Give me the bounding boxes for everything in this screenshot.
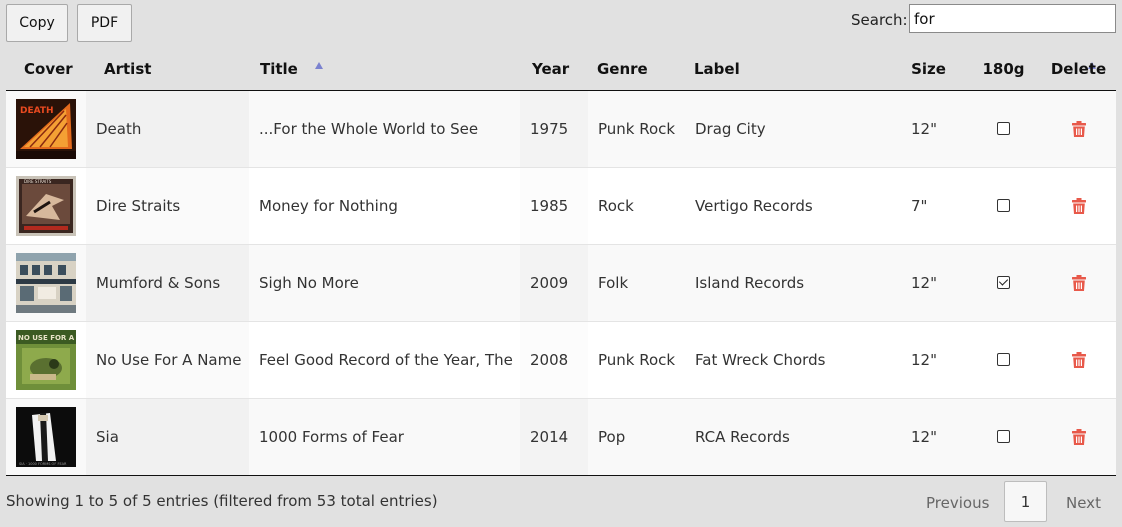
search-input[interactable]: [909, 4, 1116, 33]
genre-cell: Folk: [588, 244, 685, 322]
genre-cell: Rock: [588, 167, 685, 245]
mumford-sons-album-cover: [16, 252, 76, 313]
180g-cell: [966, 321, 1041, 399]
title-cell: 1000 Forms of Fear: [249, 398, 520, 476]
label-cell: Island Records: [685, 244, 891, 322]
genre-cell: Punk Rock: [588, 90, 685, 168]
table-row: NO USE FOR A NAME No Use For A Name Feel…: [6, 321, 1116, 399]
trash-icon[interactable]: [1071, 274, 1086, 291]
size-cell: 12": [891, 398, 966, 476]
cover-cell: SIA · 1000 FORMS OF FEAR: [6, 398, 86, 476]
delete-cell: [1041, 244, 1116, 322]
column-header-size[interactable]: Size: [891, 48, 966, 91]
column-header-year-label: Year: [532, 59, 570, 78]
cover-cell: [6, 244, 86, 322]
death-album-cover: DEATH: [16, 98, 76, 159]
180g-checkbox[interactable]: [997, 353, 1010, 366]
page-1-button[interactable]: 1: [1004, 481, 1047, 522]
column-header-artist-label: Artist: [104, 59, 152, 78]
trash-icon[interactable]: [1071, 428, 1086, 445]
size-cell: 12": [891, 244, 966, 322]
next-page-button[interactable]: Next: [1066, 494, 1101, 512]
cover-cell: NO USE FOR A NAME: [6, 321, 86, 399]
trash-icon[interactable]: [1071, 197, 1086, 214]
table-header-row: Cover Artist Title Year Genre Label Size…: [6, 48, 1116, 91]
cover-cell: DEATH: [6, 90, 86, 168]
no-use-for-a-name-album-cover: NO USE FOR A NAME: [16, 329, 76, 390]
cover-cell: DIRE STRAITS: [6, 167, 86, 245]
genre-cell: Punk Rock: [588, 321, 685, 399]
records-table: Cover Artist Title Year Genre Label Size…: [6, 48, 1116, 476]
table-row: SIA · 1000 FORMS OF FEAR Sia 1000 Forms …: [6, 398, 1116, 476]
year-cell: 2009: [520, 244, 588, 322]
svg-text:SIA · 1000 FORMS OF FEAR: SIA · 1000 FORMS OF FEAR: [19, 462, 67, 466]
column-header-title[interactable]: Title: [249, 48, 520, 91]
column-header-year[interactable]: Year: [520, 48, 1096, 91]
label-cell: RCA Records: [685, 398, 891, 476]
table-row: DEATH Death ...For the Whole World to Se…: [6, 90, 1116, 168]
trash-icon[interactable]: [1071, 351, 1086, 368]
180g-cell: [966, 244, 1041, 322]
delete-cell: [1041, 398, 1116, 476]
dire-straits-album-cover: DIRE STRAITS: [16, 175, 76, 236]
copy-button[interactable]: Copy: [6, 4, 68, 42]
column-header-genre[interactable]: Genre: [588, 48, 685, 91]
size-cell: 12": [891, 90, 966, 168]
column-header-180g[interactable]: 180g: [966, 48, 1041, 91]
svg-text:DEATH: DEATH: [20, 106, 54, 116]
180g-checkbox[interactable]: [997, 199, 1010, 212]
size-cell: 12": [891, 321, 966, 399]
delete-cell: [1041, 167, 1116, 245]
label-cell: Drag City: [685, 90, 891, 168]
title-cell: Feel Good Record of the Year, The: [249, 321, 520, 399]
label-cell: Vertigo Records: [685, 167, 891, 245]
delete-cell: [1041, 90, 1116, 168]
180g-cell: [966, 398, 1041, 476]
artist-cell: No Use For A Name: [86, 321, 249, 399]
artist-cell: Mumford & Sons: [86, 244, 249, 322]
artist-cell: Dire Straits: [86, 167, 249, 245]
180g-checkbox[interactable]: [997, 122, 1010, 135]
table-info: Showing 1 to 5 of 5 entries (filtered fr…: [6, 492, 438, 510]
column-header-delete[interactable]: Delete: [1041, 48, 1116, 91]
180g-cell: [966, 90, 1041, 168]
artist-cell: Sia: [86, 398, 249, 476]
table-row: Mumford & Sons Sigh No More 2009 Folk Is…: [6, 244, 1116, 322]
svg-text:DIRE STRAITS: DIRE STRAITS: [24, 179, 52, 184]
svg-text:NO USE FOR A NAME: NO USE FOR A NAME: [18, 334, 76, 342]
title-cell: Sigh No More: [249, 244, 520, 322]
pdf-button[interactable]: PDF: [77, 4, 132, 42]
size-cell: 7": [891, 167, 966, 245]
table-row: DIRE STRAITS Dire Straits Money for Noth…: [6, 167, 1116, 245]
delete-cell: [1041, 321, 1116, 399]
column-header-artist[interactable]: Artist: [86, 48, 323, 91]
title-cell: Money for Nothing: [249, 167, 520, 245]
trash-icon[interactable]: [1071, 120, 1086, 137]
year-cell: 1975: [520, 90, 588, 168]
year-cell: 1985: [520, 167, 588, 245]
180g-checkbox[interactable]: [997, 276, 1010, 289]
artist-cell: Death: [86, 90, 249, 168]
180g-checkbox[interactable]: [997, 430, 1010, 443]
180g-cell: [966, 167, 1041, 245]
label-cell: Fat Wreck Chords: [685, 321, 891, 399]
sia-album-cover: SIA · 1000 FORMS OF FEAR: [16, 406, 76, 467]
title-cell: ...For the Whole World to See: [249, 90, 520, 168]
column-header-label[interactable]: Label: [685, 48, 891, 91]
year-cell: 2014: [520, 398, 588, 476]
genre-cell: Pop: [588, 398, 685, 476]
column-header-cover[interactable]: Cover: [6, 48, 86, 91]
year-cell: 2008: [520, 321, 588, 399]
search-label: Search:: [851, 11, 908, 29]
previous-page-button[interactable]: Previous: [926, 494, 990, 512]
